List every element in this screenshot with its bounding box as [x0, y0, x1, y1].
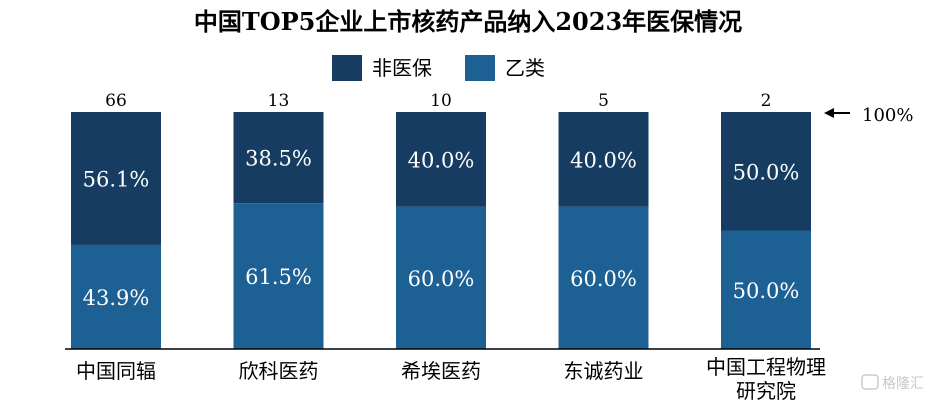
- category-label-2: 欣科医药: [239, 359, 319, 383]
- total-label-2: 13: [268, 91, 290, 111]
- data-label-top-2: 38.5%: [245, 147, 312, 171]
- bar-segment-3-feiyibao: [396, 112, 486, 207]
- legend-swatch-2: [465, 55, 495, 81]
- watermark: 格隆汇: [861, 374, 924, 392]
- legend: 非医保 乙类: [332, 55, 545, 81]
- hundred-percent-annotation: 100%: [824, 105, 913, 126]
- bar-segment-4-yilei: [558, 206, 649, 349]
- bar-segment-1-yilei: [71, 244, 161, 349]
- bar-segment-2-feiyibao: [233, 112, 324, 204]
- data-label-top-1: 56.1%: [83, 167, 150, 191]
- annotation-label: 100%: [862, 105, 913, 126]
- bar-segment-3-yilei: [396, 206, 486, 349]
- data-label-top-5: 50.0%: [733, 160, 800, 184]
- bar-segment-4-feiyibao: [558, 112, 649, 207]
- data-label-top-4: 40.0%: [570, 148, 637, 172]
- category-label-5-line1: 中国工程物理: [706, 355, 826, 379]
- legend-label-2: 乙类: [505, 56, 545, 80]
- bar-segment-2-yilei: [233, 203, 324, 349]
- chart-title: 中国TOP5企业上市核药产品纳入2023年医保情况: [194, 7, 742, 36]
- legend-label-1: 非医保: [372, 56, 432, 80]
- bars: 56.1% 43.9% 66 中国同辐 38.5% 61.5% 13 欣科医药 40.0% 60.…: [71, 91, 826, 403]
- total-label-5: 2: [761, 91, 772, 111]
- bar-segment-5-feiyibao: [721, 112, 811, 231]
- category-label-3: 希埃医药: [401, 359, 481, 383]
- bar-segment-5-yilei: [721, 230, 811, 349]
- category-label-1: 中国同辐: [76, 359, 156, 383]
- data-label-bottom-4: 60.0%: [570, 267, 637, 291]
- category-label-5-line2: 研究院: [736, 379, 796, 403]
- arrow-left-icon: [824, 108, 834, 118]
- bar-segment-1-feiyibao: [71, 112, 161, 245]
- watermark-logo-icon: [861, 374, 879, 390]
- data-label-bottom-2: 61.5%: [245, 265, 312, 289]
- data-label-bottom-1: 43.9%: [83, 286, 150, 310]
- data-label-bottom-3: 60.0%: [408, 267, 475, 291]
- total-label-3: 10: [430, 91, 452, 111]
- legend-swatch-1: [332, 55, 362, 81]
- data-label-top-3: 40.0%: [408, 148, 475, 172]
- category-label-4: 东诚药业: [564, 359, 644, 383]
- data-label-bottom-5: 50.0%: [733, 279, 800, 303]
- watermark-text: 格隆汇: [882, 376, 924, 392]
- total-label-4: 5: [598, 91, 609, 111]
- total-label-1: 66: [105, 91, 127, 111]
